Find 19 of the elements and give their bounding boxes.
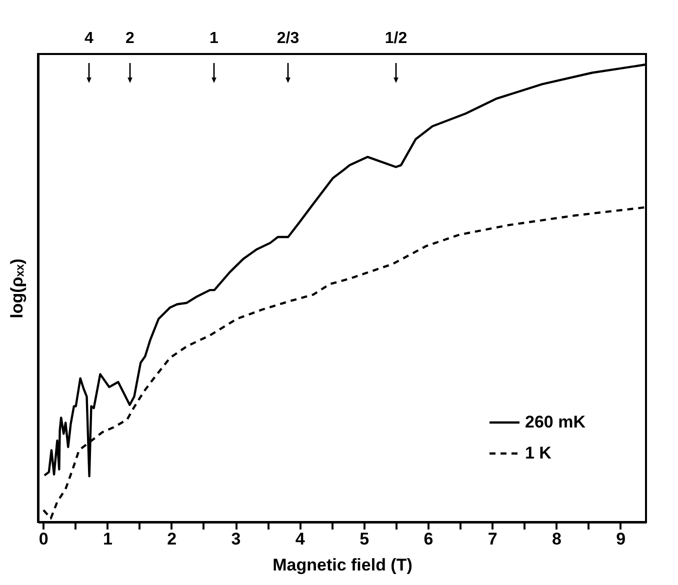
legend-label: 1 K (525, 444, 552, 462)
x-tick-label: 2 (167, 530, 177, 548)
x-tick-label: 9 (616, 530, 626, 548)
x-tick-label: 1 (103, 530, 112, 548)
text: 1 (210, 30, 219, 47)
text: 2 (126, 30, 135, 47)
x-tick-label: 6 (424, 530, 434, 548)
text: 4 (84, 30, 94, 47)
text: 1/2 (384, 30, 408, 47)
x-axis-title: Magnetic field (T) (272, 556, 412, 574)
text: 2/3 (276, 30, 300, 47)
x-tick-label: 0 (38, 530, 48, 548)
x-tick-label: 3 (231, 530, 241, 548)
y-axis-title: log(ρₓₓ) (8, 258, 26, 318)
x-tick-label: 8 (552, 530, 562, 548)
x-tick-label: 5 (360, 530, 370, 548)
x-tick-label: 4 (295, 530, 306, 548)
legend-label: 260 mK (525, 412, 586, 432)
x-tick-label: 7 (488, 530, 498, 548)
